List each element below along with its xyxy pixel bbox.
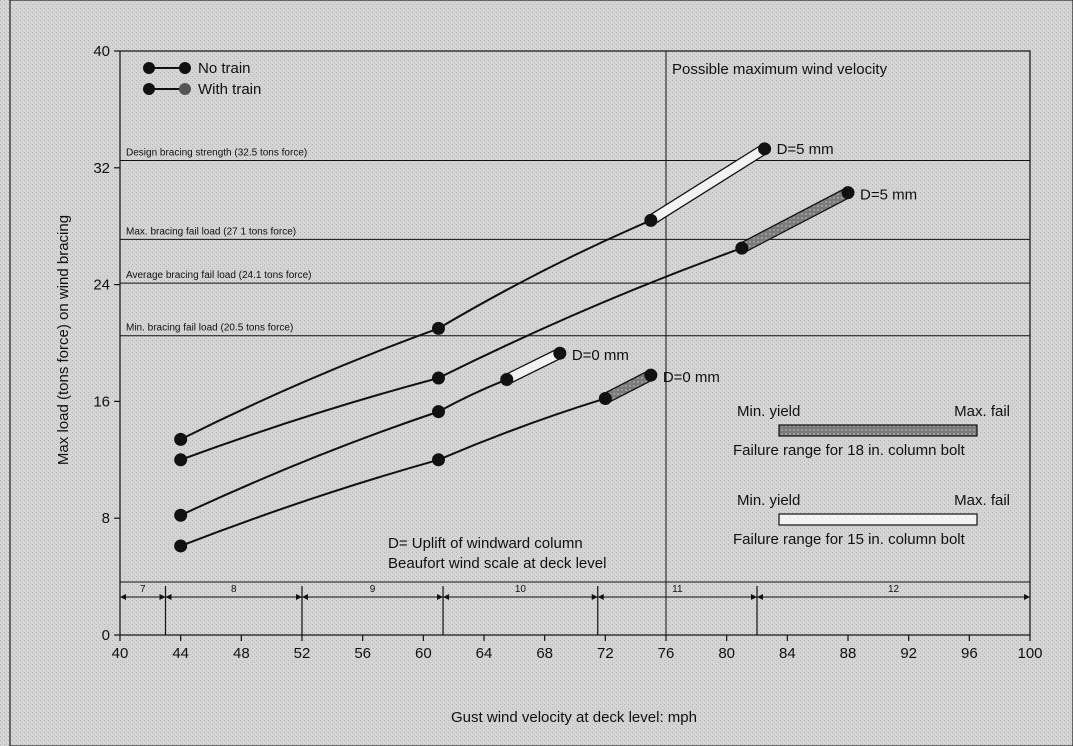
series-0-point-2	[644, 213, 658, 227]
x-tick-label-5: 60	[415, 645, 432, 662]
plot-area	[119, 50, 1031, 636]
series-2-end-label: D=0 mm	[572, 347, 629, 364]
series-3-point-0	[174, 539, 188, 553]
legend-label-1: With train	[198, 81, 261, 98]
series-3-point-3	[644, 368, 658, 382]
beaufort-scale: 7 8 9 10 11 12	[120, 581, 1030, 635]
beaufort-arrow-right-3	[591, 594, 598, 600]
series-2-point-3	[553, 346, 567, 360]
x-tick-label-6: 64	[476, 645, 493, 662]
series-1-point-0	[174, 453, 188, 467]
failure-ranges: Min. yield Max. fail Failure range for 18 …	[733, 403, 1010, 548]
series-0-point-0	[174, 432, 188, 446]
beaufort-arrow-left-3	[443, 594, 450, 600]
range-0-max-label: Max. fail	[954, 403, 1010, 420]
x-tick-label-15: 100	[1017, 645, 1042, 662]
beaufort-arrow-left-5	[757, 594, 763, 600]
x-tick-label-2: 48	[233, 645, 250, 662]
x-tick-label-12: 88	[840, 645, 857, 662]
y-tick-label-4: 32	[93, 160, 110, 177]
beaufort-label-3: 10	[515, 584, 527, 595]
y-axis-label: Max load (tons force) on wind bracing	[55, 215, 72, 465]
figure-frame	[9, 0, 1073, 746]
x-tick-label-0: 40	[112, 645, 129, 662]
series-1-point-2	[735, 241, 749, 255]
beaufort-arrow-right-5	[1024, 594, 1030, 600]
legend: No train With train	[143, 60, 261, 98]
series-3-end-label: D=0 mm	[663, 369, 720, 386]
y-tick-label-5: 40	[93, 43, 110, 60]
series-3-line	[180, 397, 606, 547]
x-tick-label-3: 52	[294, 645, 311, 662]
legend-label-0: No train	[198, 60, 251, 77]
beaufort-arrow-right-4	[751, 594, 757, 600]
series-0-point-1	[432, 321, 445, 335]
x-tick-label-8: 72	[597, 645, 614, 662]
beaufort-arrow-left-1	[165, 594, 172, 600]
x-axis-label: Gust wind velocity at deck level: mph	[451, 709, 697, 726]
reference-line-label-2: Average bracing fail load (24.1 tons for…	[126, 270, 311, 281]
x-tick-label-14: 96	[961, 645, 978, 662]
vertical-line-label: Possible maximum wind velocity	[672, 61, 888, 78]
x-tick-label-1: 44	[172, 645, 189, 662]
reference-lines: Design bracing strength (32.5 tons force…	[120, 148, 1030, 337]
legend-marker-right-0	[179, 62, 191, 74]
range-1-caption: Failure range for 15 in. column bolt	[733, 531, 966, 548]
range-0-bar	[778, 424, 978, 437]
y-tick-label-2: 16	[93, 393, 110, 410]
series-2-point-2	[500, 373, 514, 386]
series-1-point-1	[432, 371, 445, 385]
series-2-point-0	[174, 508, 188, 522]
beaufort-arrow-right-2	[437, 594, 444, 600]
range-0-min-label: Min. yield	[737, 403, 800, 420]
series-2-point-1	[432, 405, 445, 419]
range-1-min-label: Min. yield	[737, 492, 800, 509]
legend-marker-left-1	[143, 83, 155, 95]
series-3-point-1	[432, 453, 445, 467]
reference-line-label-3: Min. bracing fail load (20.5 tons force)	[126, 323, 293, 334]
x-tick-label-13: 92	[900, 645, 917, 662]
beaufort-label-1: 8	[231, 584, 237, 595]
series-0-point-3	[758, 142, 772, 156]
range-0-caption: Failure range for 18 in. column bolt	[733, 442, 966, 459]
beaufort-arrow-left-2	[302, 594, 308, 600]
series-2-line	[180, 378, 508, 517]
series-1-point-3	[841, 186, 855, 200]
x-tick-label-11: 84	[779, 645, 796, 662]
x-tick-label-7: 68	[536, 645, 553, 662]
y-axis: 0 8 16 24 32 40	[93, 43, 120, 644]
x-tick-label-4: 56	[354, 645, 371, 662]
reference-line-label-1: Max. bracing fail load (27 1 tons force)	[126, 226, 296, 237]
legend-marker-left-0	[143, 62, 155, 74]
y-tick-label-3: 24	[93, 277, 110, 294]
beaufort-label-2: 9	[370, 584, 376, 595]
reference-line-label-0: Design bracing strength (32.5 tons force…	[126, 148, 307, 159]
series-0-end-label: D=5 mm	[777, 141, 834, 158]
annotation-uplift: D= Uplift of windward column	[388, 535, 583, 552]
beaufort-arrow-right-0	[159, 594, 166, 600]
beaufort-arrow-left-4	[597, 594, 604, 600]
y-tick-label-0: 0	[102, 627, 110, 644]
x-tick-label-9: 76	[658, 645, 675, 662]
series-3-point-2	[598, 391, 612, 405]
legend-marker-right-1	[179, 83, 191, 95]
max-wind-velocity-line: Possible maximum wind velocity	[665, 51, 888, 635]
beaufort-arrow-right-1	[296, 594, 302, 600]
series-1-end-label: D=5 mm	[860, 187, 917, 204]
x-tick-label-10: 80	[718, 645, 735, 662]
beaufort-label-5: 12	[888, 584, 900, 595]
x-axis: 40 44 48 52 56 60 64 68 72 76 80 84 88 92 96 100	[112, 635, 1043, 662]
plot-border	[119, 50, 1031, 636]
range-1-bar	[778, 513, 978, 526]
annotation-beaufort: Beaufort wind scale at deck level	[388, 555, 606, 572]
series-group: D=5 mm D=5 mm D=0 mm D=0 mm	[174, 141, 917, 553]
y-tick-label-1: 8	[102, 510, 110, 527]
beaufort-arrow-left-0	[120, 594, 126, 600]
beaufort-label-4: 11	[672, 584, 683, 595]
range-1-max-label: Max. fail	[954, 492, 1010, 509]
beaufort-label-0: 7	[140, 584, 146, 595]
